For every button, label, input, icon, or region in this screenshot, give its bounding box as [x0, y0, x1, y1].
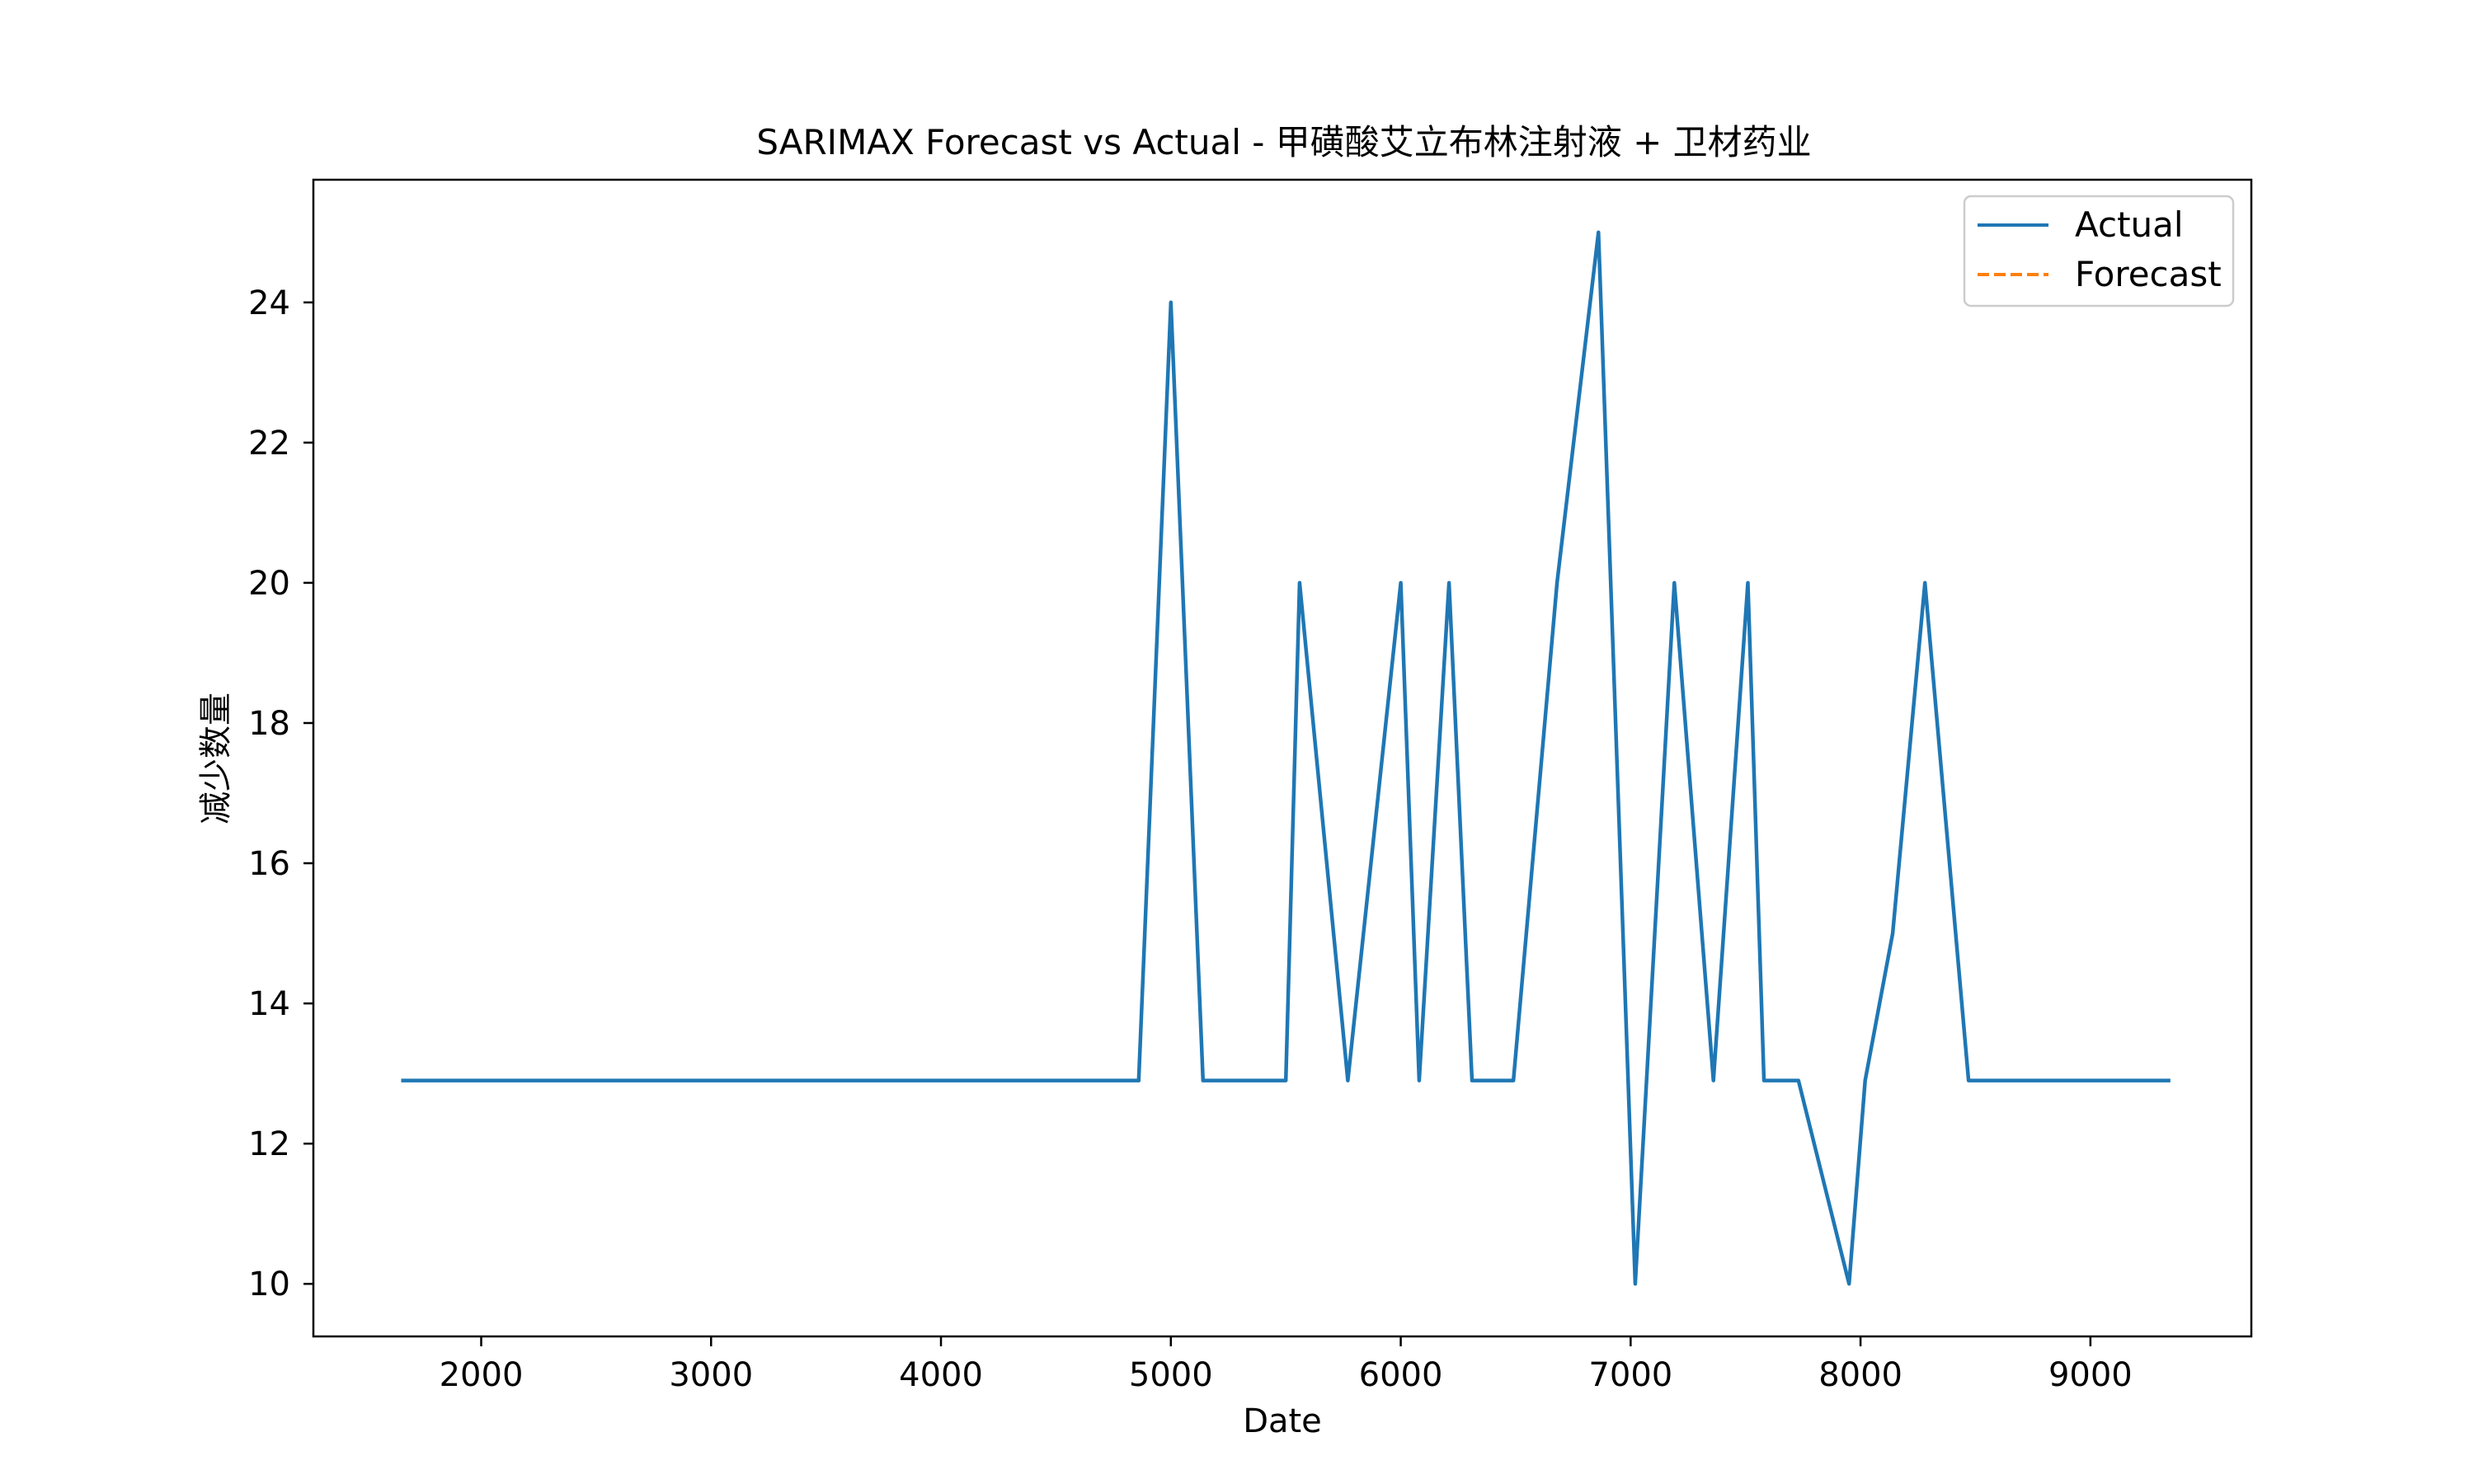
plot-area [313, 180, 2251, 1336]
y-tick-label: 22 [248, 425, 290, 463]
legend: Actual Forecast [1963, 195, 2235, 308]
y-tick-label: 14 [248, 985, 290, 1023]
x-tick-label: 2000 [440, 1356, 524, 1394]
x-tick-label: 8000 [1818, 1356, 1903, 1394]
x-tick-label: 3000 [669, 1356, 753, 1394]
y-tick-label: 12 [248, 1125, 290, 1163]
x-axis-label: Date [1243, 1402, 1322, 1440]
y-axis-label: 减少数量 [197, 693, 235, 824]
series-line-actual [401, 230, 2171, 1286]
y-tick-label: 18 [248, 705, 290, 743]
x-tick-label: 4000 [899, 1356, 983, 1394]
y-tick-label: 10 [248, 1266, 290, 1303]
x-tick-label: 6000 [1359, 1356, 1443, 1394]
series-layer [401, 230, 2171, 1286]
plot-frame [312, 178, 2253, 1338]
y-axis-ticks: 10 12 14 16 18 20 22 24 [248, 284, 313, 1303]
x-tick-label: 9000 [2048, 1356, 2133, 1394]
legend-forecast-label: Forecast [2075, 254, 2222, 294]
y-tick-label: 20 [248, 565, 290, 603]
y-tick-label: 16 [248, 845, 290, 883]
legend-actual-label: Actual [2075, 204, 2184, 245]
chart-title: SARIMAX Forecast vs Actual - 甲磺酸艾立布林注射液 … [756, 122, 1811, 162]
x-tick-label: 7000 [1588, 1356, 1672, 1394]
x-tick-label: 5000 [1129, 1356, 1213, 1394]
y-tick-label: 24 [248, 284, 290, 322]
x-axis-ticks: 2000 3000 4000 5000 6000 7000 8000 9000 [440, 1336, 2133, 1394]
